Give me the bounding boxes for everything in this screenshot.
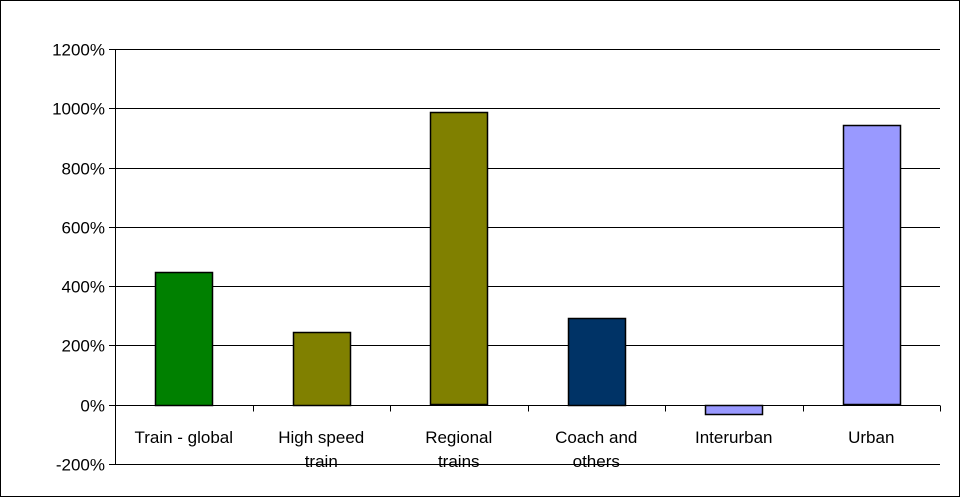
- y-tick-label: 200%: [62, 337, 105, 356]
- bar: [567, 317, 627, 407]
- category-label: Regional: [425, 428, 492, 447]
- category-label: Coach and: [555, 428, 637, 447]
- category-label: train: [305, 452, 338, 471]
- bar: [154, 271, 214, 407]
- bar: [842, 124, 902, 406]
- y-tick-labels: -200% 0% 200% 400% 600% 800% 1000% 1200%: [52, 41, 105, 475]
- category-labels: Train - global High speed train Regional tra…: [134, 428, 894, 471]
- bar: [704, 404, 764, 416]
- y-tick-label: 800%: [62, 160, 105, 179]
- axes: [109, 49, 941, 465]
- bar: [429, 111, 489, 406]
- y-tick-label: -200%: [56, 456, 105, 475]
- y-tick-label: 400%: [62, 278, 105, 297]
- category-label: Urban: [848, 428, 894, 447]
- category-label: trains: [438, 452, 480, 471]
- category-label: High speed: [278, 428, 364, 447]
- y-tick-label: 1000%: [52, 100, 105, 119]
- category-label: others: [573, 452, 620, 471]
- category-label: Train - global: [134, 428, 233, 447]
- grid-lines: [115, 49, 940, 465]
- bar: [292, 331, 352, 407]
- category-label: Interurban: [695, 428, 773, 447]
- bars: [154, 111, 902, 416]
- y-tick-label: 600%: [62, 219, 105, 238]
- y-tick-label: 1200%: [52, 41, 105, 60]
- y-tick-label: 0%: [80, 397, 105, 416]
